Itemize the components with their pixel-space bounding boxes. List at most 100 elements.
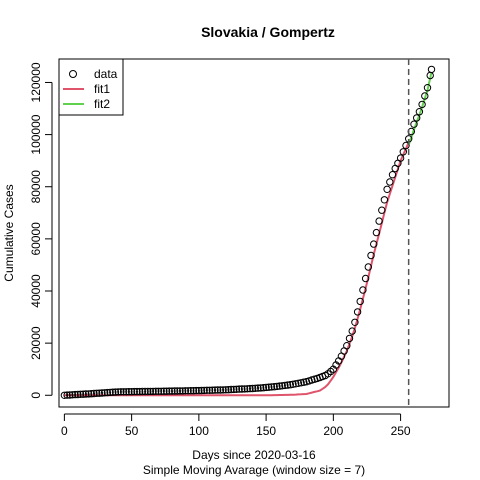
data-point [181,387,190,395]
data-point [222,386,230,394]
data-point [372,228,381,237]
y-axis-label: Cumulative Cases [2,184,16,281]
data-point [195,386,203,395]
data-point [383,185,391,194]
data-point [125,388,133,396]
x-tick-label: 150 [256,424,276,438]
data-point [122,388,130,396]
data-point [265,383,273,391]
data-point [327,367,335,376]
data-point [423,84,432,92]
data-point [200,386,208,395]
data-point [418,100,426,109]
legend-label-fit1: fit1 [94,82,110,96]
data-point [141,387,149,396]
data-point [127,388,136,396]
data-point [71,390,79,399]
data-point [165,387,174,395]
data-point [63,391,71,399]
data-point [289,380,297,388]
data-point [273,382,281,391]
data-point [281,381,289,390]
data-point [259,384,268,392]
data-point [356,297,364,306]
data-point [211,386,219,394]
data-point [138,387,147,396]
data-point [275,382,284,390]
data-point [205,386,214,394]
plot-marks [60,59,436,407]
data-point [224,386,233,394]
x-axis-sublabel: Simple Moving Avarage (window size = 7) [143,463,365,477]
data-point [246,384,254,393]
data-point [232,385,241,393]
data-point [93,389,101,397]
data-point [361,274,370,283]
data-point [375,217,383,225]
data-point [152,387,160,395]
data-point [95,389,104,397]
x-axis: 0 50 100 150 200 250 [61,413,411,438]
data-point [214,386,222,394]
x-tick-label: 200 [323,424,343,438]
data-point [410,120,418,128]
data-point [154,387,163,395]
data-point [144,387,152,396]
data-point [74,390,82,399]
data-point [162,387,171,395]
data-point [187,387,195,395]
data-point [109,388,117,396]
data-point [262,383,270,392]
chart-title: Slovakia / Gompertz [201,24,335,40]
data-point [160,387,168,395]
data-point [380,196,389,204]
y-tick-label: 100000 [29,114,43,154]
data-point [238,385,246,393]
data-point [240,385,249,393]
data-point [297,379,305,387]
x-tick-label: 250 [391,424,411,438]
data-point [133,387,141,396]
data-point [230,385,238,394]
data-point [270,383,278,391]
data-point [283,381,292,389]
data-point [197,386,206,395]
legend-label-fit2: fit2 [94,97,110,111]
data-point [386,178,394,186]
data-point [367,251,375,260]
fit2-curve [407,71,433,146]
data-point [157,387,165,395]
data-point [60,391,69,399]
data-point [243,385,252,393]
data-point [292,380,300,388]
data-point [84,390,93,398]
data-point [300,378,308,386]
data-point [364,263,372,271]
data-point [87,390,96,398]
data-point [257,384,265,392]
y-axis: 0 20000 40000 60000 80000 100000 120000 [29,62,53,399]
x-tick-label: 50 [125,424,139,438]
data-point [343,342,351,350]
data-point [254,384,262,392]
data-point [136,387,144,396]
data-point [351,318,359,326]
data-point [119,388,128,396]
data-point [370,240,378,248]
data-point [251,384,260,392]
y-tick-label: 40000 [29,274,43,308]
data-point [348,327,356,335]
y-tick-label: 120000 [29,62,43,102]
data-point [171,387,179,395]
data-point [286,381,294,389]
data-point [396,154,405,162]
data-point [189,387,198,395]
data-point [111,388,120,396]
data-point [267,383,276,391]
fit1-curve [64,141,410,397]
data-point [216,386,225,394]
data-point [208,386,217,394]
data-point [378,206,386,214]
data-point [114,388,122,396]
